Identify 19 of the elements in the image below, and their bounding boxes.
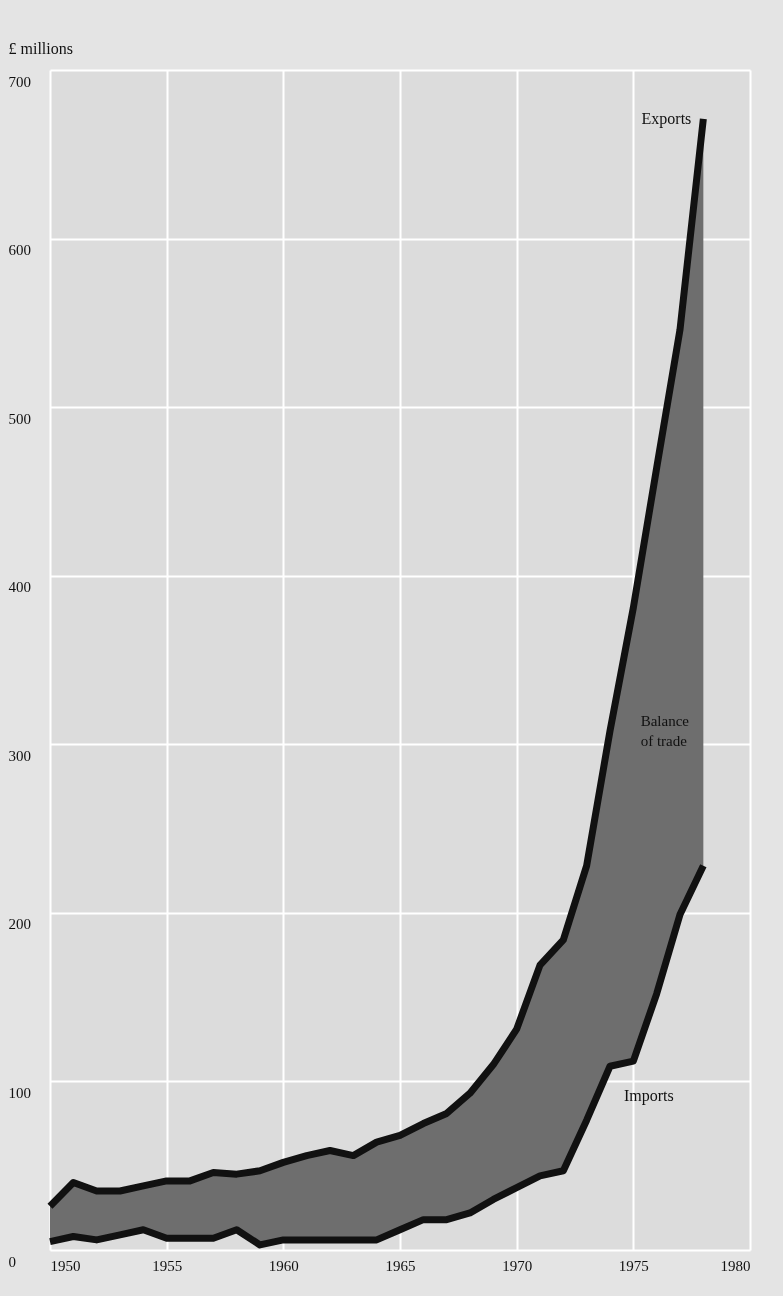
y-tick-label: 300 (8, 747, 31, 764)
y-tick-label: 0 (8, 1253, 16, 1270)
y-tick-label: 700 (8, 73, 31, 90)
x-tick-label: 1950 (50, 1257, 81, 1274)
y-tick-label: 200 (8, 916, 31, 933)
x-tick-label: 1960 (268, 1257, 299, 1274)
x-tick-label: 1975 (618, 1257, 649, 1274)
annotation: Balance of trade (640, 712, 690, 749)
series-label: Exports (641, 109, 692, 128)
x-tick-label: 1970 (502, 1257, 533, 1274)
series-label: Imports (624, 1087, 674, 1106)
y-tick-label: 100 (8, 1084, 31, 1101)
x-tick-label: 1980 (720, 1257, 751, 1274)
y-axis-title: £ millions (8, 39, 73, 57)
y-tick-label: 500 (8, 410, 31, 427)
x-tick-label: 1955 (152, 1257, 183, 1274)
x-tick-label: 1965 (385, 1257, 416, 1274)
y-tick-label: 600 (8, 242, 31, 259)
y-tick-label: 400 (8, 579, 31, 596)
